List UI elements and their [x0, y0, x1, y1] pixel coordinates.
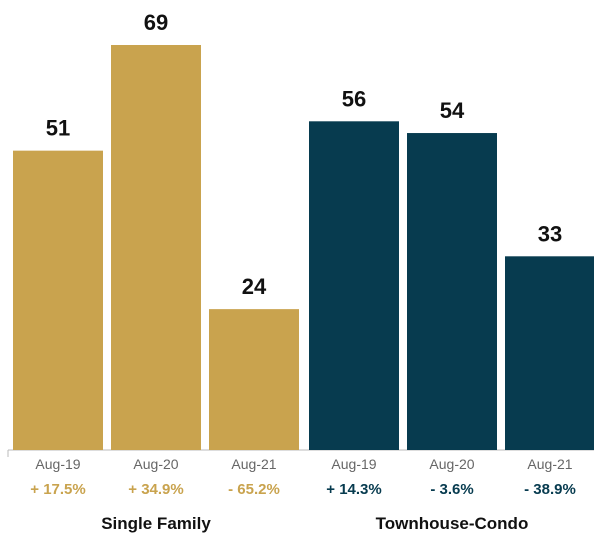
x-tick-label: Aug-21 — [231, 456, 276, 472]
labels-layer: 51 Aug-19 + 17.5% 69 Aug-20 + 34.9% 24 Aug-21 - … — [30, 10, 576, 533]
bar-1-1 — [407, 133, 497, 451]
x-tick-label: Aug-19 — [35, 456, 80, 472]
value-label: 24 — [242, 274, 267, 299]
group-label: Townhouse-Condo — [376, 514, 529, 533]
bar-1-0 — [309, 121, 399, 450]
value-label: 69 — [144, 10, 168, 35]
value-label: 33 — [538, 221, 562, 246]
percent-change-label: + 14.3% — [326, 481, 381, 498]
percent-change-label: - 65.2% — [228, 481, 280, 498]
bars-layer — [13, 45, 594, 451]
x-tick-label: Aug-20 — [429, 456, 474, 472]
percent-change-label: - 3.6% — [430, 481, 473, 498]
percent-change-label: - 38.9% — [524, 481, 576, 498]
value-label: 54 — [440, 98, 465, 123]
x-tick-label: Aug-20 — [133, 456, 178, 472]
group-label: Single Family — [101, 514, 211, 533]
bar-0-0 — [13, 150, 103, 451]
bar-1-2 — [505, 256, 594, 450]
x-tick-label: Aug-19 — [331, 456, 376, 472]
value-label: 51 — [46, 116, 70, 141]
x-tick-label: Aug-21 — [527, 456, 572, 472]
value-label: 56 — [342, 86, 366, 111]
bar-0-2 — [209, 309, 299, 450]
percent-change-label: + 17.5% — [30, 481, 85, 498]
percent-change-label: + 34.9% — [128, 481, 183, 498]
bar-0-1 — [111, 45, 201, 450]
